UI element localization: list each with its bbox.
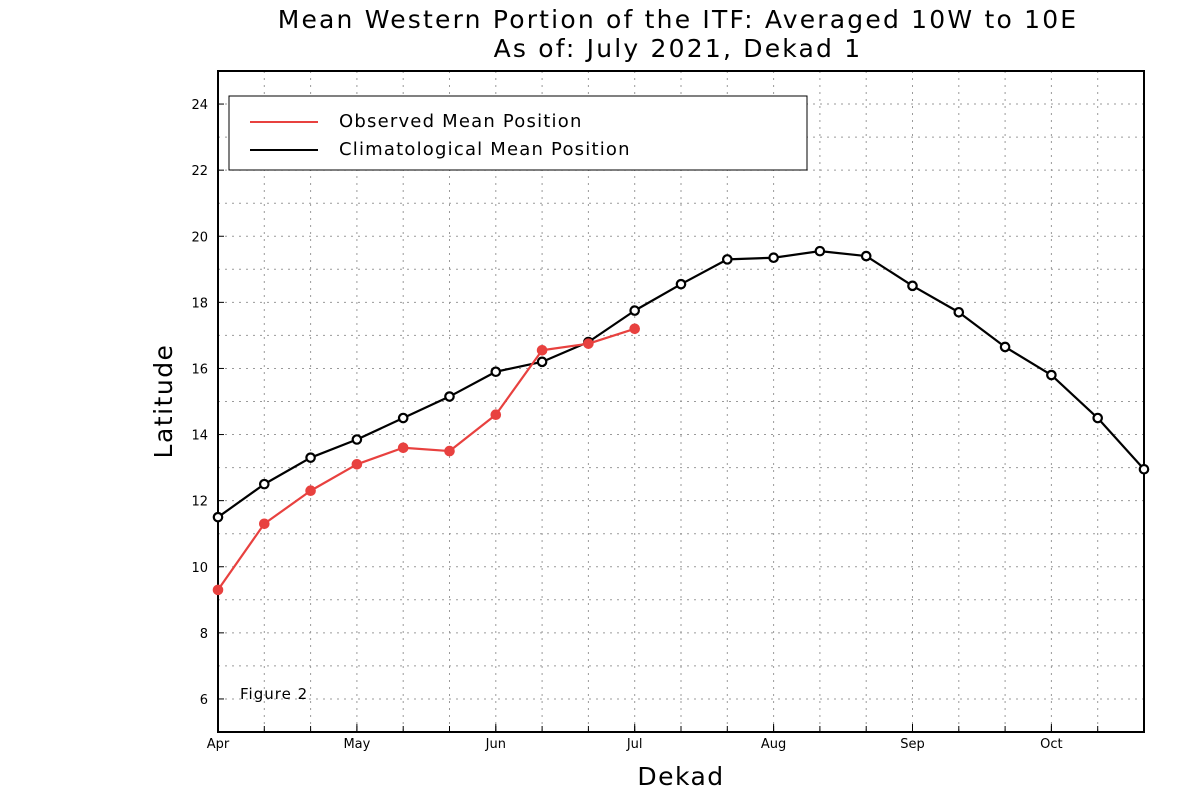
y-tick-label: 6 (200, 693, 208, 708)
data-point-observed (397, 442, 409, 454)
data-point-climatological (1046, 369, 1057, 381)
figure-annotation: Figure 2 (240, 685, 308, 703)
legend-box (228, 95, 808, 171)
data-point-observed (444, 445, 455, 457)
x-tick-label: May (343, 737, 370, 752)
data-point-climatological (675, 278, 687, 290)
data-point-climatological (814, 245, 826, 257)
data-point-climatological (953, 306, 965, 318)
y-tick-label: 22 (191, 164, 208, 179)
x-tick-label: Aug (761, 737, 786, 752)
data-point-observed (212, 584, 224, 596)
data-point-climatological (444, 391, 455, 402)
data-point-climatological (536, 356, 548, 368)
y-tick-label: 8 (200, 627, 208, 642)
data-point-climatological (999, 341, 1011, 353)
y-tick-label: 10 (191, 561, 208, 576)
data-point-climatological (397, 412, 409, 424)
data-point-climatological (212, 511, 224, 523)
axis-ticks: 6 8 10 12 14 16 18 20 22 24 Apr May Jun Jul Aug Sep Oct (191, 98, 1099, 752)
legend: Observed Mean Position Climatological Me… (228, 95, 808, 171)
y-tick-label: 12 (191, 495, 208, 510)
chart-subtitle: As of: July 2021, Dekad 1 (494, 34, 863, 63)
y-axis-title: Latitude (149, 344, 178, 459)
series-layer (212, 245, 1150, 596)
x-tick-label: Sep (900, 737, 925, 752)
x-tick-label: Jul (626, 737, 643, 752)
data-point-climatological (1138, 463, 1150, 475)
data-point-climatological (907, 280, 918, 292)
data-point-observed (583, 338, 594, 349)
data-point-observed (490, 409, 502, 421)
y-tick-label: 24 (191, 98, 208, 113)
x-tick-label: Oct (1040, 737, 1062, 752)
data-point-climatological (490, 366, 502, 378)
data-point-climatological (860, 250, 872, 262)
x-axis-title: Dekad (637, 762, 724, 791)
data-point-climatological (721, 254, 733, 265)
y-tick-label: 16 (191, 362, 208, 377)
data-point-climatological (305, 452, 316, 463)
y-tick-label: 18 (191, 296, 208, 311)
data-point-climatological (768, 252, 779, 264)
data-point-climatological (1092, 412, 1103, 424)
data-point-observed (305, 485, 316, 497)
series-line-0 (217, 327, 636, 591)
legend-label-climatological: Climatological Mean Position (339, 139, 631, 160)
data-point-observed (351, 458, 363, 470)
x-tick-label: Jun (485, 737, 506, 752)
y-tick-label: 14 (191, 429, 208, 444)
data-point-climatological (629, 305, 640, 316)
chart-title: Mean Western Portion of the ITF: Average… (278, 5, 1079, 34)
data-point-climatological (258, 478, 270, 490)
data-point-observed (259, 518, 270, 530)
data-point-observed (536, 344, 548, 356)
legend-label-observed: Observed Mean Position (339, 111, 583, 132)
data-point-observed (629, 323, 641, 335)
x-tick-label: Apr (207, 737, 230, 752)
y-tick-label: 20 (191, 230, 208, 245)
data-point-climatological (351, 434, 363, 445)
